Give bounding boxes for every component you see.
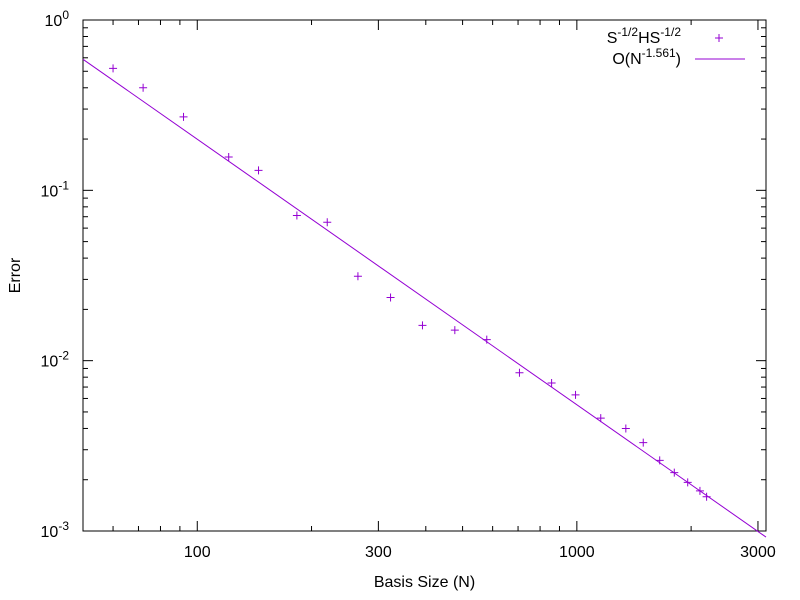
x-tick-label: 300 xyxy=(365,544,392,561)
y-tick-base: 10 xyxy=(41,524,59,541)
y-tick-base: 10 xyxy=(41,354,59,371)
y-tick-base: 10 xyxy=(41,183,59,200)
data-point xyxy=(547,378,556,387)
y-tick-exponent: -1 xyxy=(58,178,69,192)
data-point xyxy=(596,414,605,423)
legend-marker-plus xyxy=(715,34,723,42)
major-ticks xyxy=(83,19,766,532)
data-point xyxy=(670,468,679,477)
legend-plus-marker xyxy=(715,34,723,42)
legend-fit-base: O(N xyxy=(612,51,641,68)
minor-ticks xyxy=(83,20,766,531)
data-point xyxy=(655,456,664,465)
data-point xyxy=(323,218,332,227)
legend: S-1/2HS-1/2 O(N-1.561) xyxy=(607,25,745,68)
y-tick-exponent: -3 xyxy=(58,519,69,533)
y-tick-label: 10-3 xyxy=(41,519,70,541)
x-tick-label: 1000 xyxy=(559,544,595,561)
y-tick-label: 10-2 xyxy=(41,349,70,371)
data-point xyxy=(683,478,692,487)
legend-fit-end: ) xyxy=(676,51,681,68)
plot-frame xyxy=(82,19,767,532)
legend-points-sup2: -1/2 xyxy=(660,25,681,39)
data-point xyxy=(292,211,301,220)
data-point xyxy=(450,326,459,335)
y-tick-exponent: -2 xyxy=(58,349,69,363)
y-tick-label: 100 xyxy=(45,8,70,30)
legend-points-sup1: -1/2 xyxy=(617,25,638,39)
data-point xyxy=(418,321,427,330)
y-axis-label: Error xyxy=(7,257,24,293)
legend-points-mid: HS xyxy=(638,30,660,47)
x-tick-label: 3000 xyxy=(740,544,776,561)
data-point xyxy=(571,390,580,399)
y-tick-label: 10-1 xyxy=(41,178,70,200)
fit-line xyxy=(82,58,767,538)
y-tick-base: 10 xyxy=(45,13,63,30)
data-point xyxy=(639,438,648,447)
legend-fit-sup: -1.561 xyxy=(642,46,676,60)
legend-label-points: S-1/2HS-1/2 xyxy=(607,25,682,47)
data-point xyxy=(621,424,630,433)
data-point xyxy=(109,64,118,73)
data-point xyxy=(139,83,148,92)
data-point xyxy=(386,293,395,302)
legend-label-fit: O(N-1.561) xyxy=(612,46,681,68)
y-tick-exponent: 0 xyxy=(62,8,69,22)
fit-line-group xyxy=(82,58,767,538)
data-point xyxy=(515,368,524,377)
x-tick-labels: 100 300 1000 3000 xyxy=(184,544,776,561)
data-point xyxy=(482,335,491,344)
x-axis-label: Basis Size (N) xyxy=(374,574,475,591)
data-points-group xyxy=(109,64,711,501)
data-point xyxy=(695,486,704,495)
data-point xyxy=(254,166,263,175)
x-tick-label: 100 xyxy=(184,544,211,561)
data-point xyxy=(353,272,362,281)
data-point xyxy=(702,492,711,501)
data-point xyxy=(224,152,233,161)
data-point xyxy=(179,112,188,121)
legend-points-base: S xyxy=(607,30,618,47)
